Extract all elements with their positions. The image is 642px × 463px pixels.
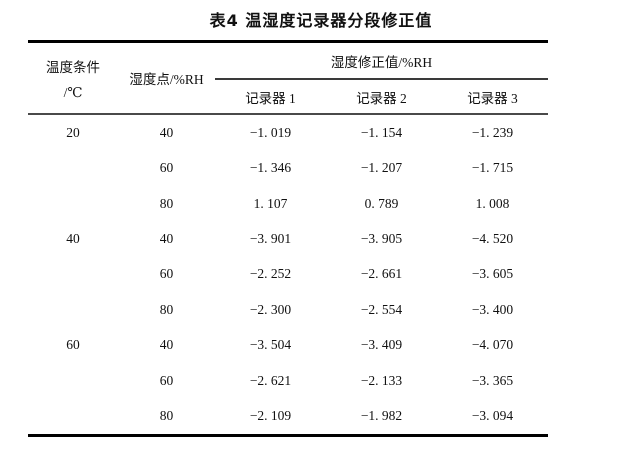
cell-recorder-2: −2. 133 [360, 372, 403, 388]
cell-humidity-point: 60 [159, 266, 174, 282]
header-recorder-2: 记录器 2 [356, 90, 407, 106]
cell-temperature: 20 [66, 124, 80, 140]
cell-recorder-1: −3. 504 [249, 337, 292, 353]
cell-temperature: 40 [66, 231, 80, 247]
cell-recorder-1: 1. 107 [253, 195, 288, 211]
cell-recorder-3: −4. 520 [471, 231, 514, 247]
cell-recorder-3: −3. 094 [471, 408, 514, 424]
cell-recorder-1: −2. 300 [249, 301, 292, 317]
cell-recorder-3: −3. 400 [471, 301, 514, 317]
table-row: 80 −2. 300 −2. 554 −3. 400 [28, 292, 548, 327]
header-recorder-1: 记录器 1 [245, 90, 296, 106]
cell-recorder-3: −4. 070 [471, 337, 514, 353]
cell-recorder-1: −2. 109 [249, 408, 292, 424]
cell-recorder-1: −2. 252 [249, 266, 292, 282]
table-row: 40 40 −3. 901 −3. 905 −4. 520 [28, 221, 548, 256]
cell-recorder-2: 0. 789 [364, 195, 399, 211]
table-row: 80 −2. 109 −1. 982 −3. 094 [28, 399, 548, 434]
cell-recorder-1: −3. 901 [249, 231, 292, 247]
cell-recorder-3: 1. 008 [475, 195, 510, 211]
table-row: 60 −2. 621 −2. 133 −3. 365 [28, 363, 548, 398]
cell-recorder-3: −1. 715 [471, 160, 514, 176]
table-row: 60 −1. 346 −1. 207 −1. 715 [28, 150, 548, 185]
table-title: 表4 温湿度记录器分段修正值 [209, 11, 433, 30]
cell-humidity-point: 40 [159, 124, 174, 140]
cell-recorder-2: −2. 554 [360, 301, 403, 317]
cell-recorder-3: −3. 605 [471, 266, 514, 282]
cell-humidity-point: 40 [159, 337, 174, 353]
table-row: 20 40 −1. 019 −1. 154 −1. 239 [28, 115, 548, 150]
cell-humidity-point: 80 [159, 408, 174, 424]
cell-recorder-1: −1. 019 [249, 124, 292, 140]
correction-values-table: 温度条件 /℃ 湿度点/%RH 湿度修正值/%RH 记录器 1 记录器 2 记录… [28, 40, 548, 437]
cell-recorder-1: −1. 346 [249, 160, 292, 176]
table-row: 80 1. 107 0. 789 1. 008 [28, 186, 548, 221]
cell-recorder-2: −1. 207 [360, 160, 403, 176]
table-row: 60 −2. 252 −2. 661 −3. 605 [28, 257, 548, 292]
table-header: 温度条件 /℃ 湿度点/%RH 湿度修正值/%RH 记录器 1 记录器 2 记录… [28, 43, 548, 115]
table-row: 60 40 −3. 504 −3. 409 −4. 070 [28, 328, 548, 363]
header-humidity-point: 湿度点/%RH [129, 72, 204, 87]
cell-humidity-point: 80 [159, 195, 174, 211]
header-recorder-3: 记录器 3 [467, 90, 518, 106]
cell-recorder-2: −1. 154 [360, 124, 403, 140]
cell-recorder-2: −3. 905 [360, 231, 403, 247]
header-temperature-condition: 温度条件 /℃ [28, 43, 118, 113]
cell-recorder-1: −2. 621 [249, 372, 292, 388]
header-temperature-line1: 温度条件 [46, 59, 100, 75]
cell-temperature: 60 [66, 337, 80, 353]
table-body: 20 40 −1. 019 −1. 154 −1. 239 60 −1. 346… [28, 115, 548, 434]
cell-humidity-point: 60 [159, 160, 174, 176]
cell-humidity-point: 40 [159, 231, 174, 247]
header-temperature-line2: /℃ [63, 84, 83, 100]
cell-recorder-2: −1. 982 [360, 408, 403, 424]
header-correction-group: 湿度修正值/%RH [215, 43, 548, 80]
cell-humidity-point: 60 [159, 372, 174, 388]
cell-recorder-2: −2. 661 [360, 266, 403, 282]
cell-recorder-2: −3. 409 [360, 337, 403, 353]
cell-humidity-point: 80 [159, 301, 174, 317]
cell-recorder-3: −1. 239 [471, 124, 514, 140]
cell-recorder-3: −3. 365 [471, 372, 514, 388]
